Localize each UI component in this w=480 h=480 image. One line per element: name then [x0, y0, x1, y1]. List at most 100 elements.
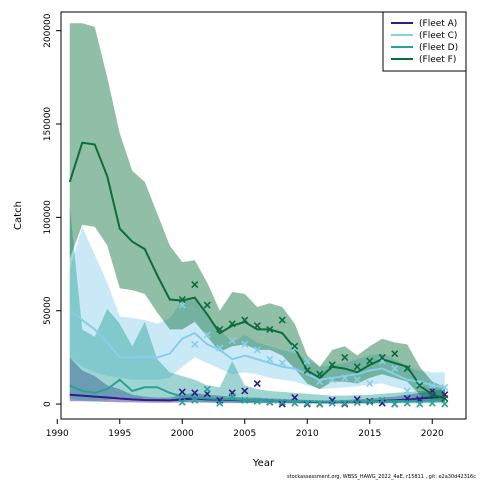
fleet-c-fit-line — [69, 309, 445, 389]
x-tick-label: 2020 — [421, 429, 444, 439]
fleet-f-observation — [291, 342, 299, 350]
fleet-c-observation — [441, 383, 449, 391]
y-tick-label: 100000 — [43, 200, 53, 235]
fleet-c-observation — [191, 340, 199, 348]
fleet-d-observation — [416, 400, 424, 408]
fleet-c-observation — [391, 365, 399, 373]
fleet-d-observation — [178, 398, 186, 406]
x-tick-label: 1990 — [46, 429, 69, 439]
fleet-c-observation — [216, 344, 224, 352]
fleet-f-observation — [266, 325, 274, 333]
legend-label-fleet-f: (Fleet F) — [419, 55, 456, 65]
fleet-a-observation — [278, 400, 286, 408]
fleet-c-observation — [203, 331, 211, 339]
fleet-a-observation — [216, 396, 224, 404]
fleet-f-observation — [241, 316, 249, 324]
fleet-d-observation — [266, 398, 274, 406]
fleet-a-observation — [178, 388, 186, 396]
fleet-d-observation — [316, 400, 324, 408]
x-tick-label: 2015 — [358, 429, 381, 439]
fleet-d-observation — [228, 393, 236, 401]
fleet-d-observation — [341, 399, 349, 407]
fleet-f-observation — [366, 357, 374, 365]
fleet-d-observation — [391, 400, 399, 408]
fleet-f-observation — [316, 370, 324, 378]
footer-note: stockassessment.org, WBSS_HAWG_2022_4aE,… — [287, 474, 476, 480]
fleet-d-observation — [303, 399, 311, 407]
fleet-d-observation — [441, 400, 449, 408]
legend: (Fleet A) (Fleet C) (Fleet D) (Fleet F) — [382, 11, 467, 72]
fleet-f-observation — [353, 363, 361, 371]
fleet-c-observation — [291, 344, 299, 352]
legend-label-fleet-a: (Fleet A) — [419, 19, 457, 29]
fleet-f-observation — [441, 394, 449, 403]
fleet-d-observation — [428, 399, 436, 407]
fleet-c-observation — [228, 337, 236, 345]
fleet-f-observation — [428, 391, 436, 399]
y-tick-label: 200000 — [43, 13, 53, 48]
x-tick-label: 2000 — [171, 429, 194, 439]
fleet-c-observation — [178, 301, 186, 309]
fleet-f-observation — [228, 320, 236, 328]
fleet-f-observation — [191, 281, 199, 289]
fleet-f-observation — [203, 301, 211, 309]
fleet-c-observation — [241, 340, 249, 348]
fleet-a-observation — [291, 393, 299, 402]
fleet-a-observation — [328, 396, 336, 404]
fleet-c-observation — [341, 374, 349, 382]
fleet-d-observation — [403, 399, 411, 407]
x-tick-label: 2005 — [233, 429, 256, 439]
fleet-d-observation — [353, 399, 361, 407]
fleet-d-band — [69, 206, 445, 404]
fleet-f-observation — [278, 316, 286, 324]
legend-box — [382, 11, 467, 72]
fleet-f-observation — [328, 361, 336, 369]
fleet-c-band — [69, 226, 445, 395]
fleet-f-observation — [341, 353, 349, 361]
legend-label-fleet-c: (Fleet C) — [419, 31, 457, 41]
x-tick-label: 2010 — [296, 429, 319, 439]
fleet-f-observation — [178, 295, 186, 304]
fleet-f-band — [69, 23, 445, 403]
legend-label-fleet-d: (Fleet D) — [419, 43, 458, 53]
fleet-f-observation — [253, 322, 261, 330]
fleet-d-observation — [191, 396, 199, 404]
fleet-c-observation — [328, 376, 336, 384]
fleet-d-observation — [278, 398, 286, 406]
fleet-c-observation — [366, 379, 374, 388]
fleet-c-observation — [316, 378, 324, 386]
fleet-c-observation — [353, 376, 361, 384]
fleet-d-observation — [241, 396, 249, 404]
fleet-f-observation — [391, 350, 399, 358]
y-tick-label: 50000 — [43, 296, 53, 325]
fleet-d-observation — [328, 399, 336, 407]
x-axis-title: Year — [252, 458, 275, 469]
fleet-d-observation — [253, 397, 261, 405]
fleet-c-observation — [253, 346, 261, 354]
fleet-f-observation — [303, 366, 311, 375]
fleet-d-observation — [366, 398, 374, 406]
fleet-c-observation — [428, 381, 436, 389]
y-axis: 0 50000 100000 150000 200000 — [43, 13, 61, 407]
fleet-d-observation — [378, 396, 386, 404]
observation-points — [178, 281, 449, 408]
fleet-c-observation — [403, 387, 411, 395]
y-axis-title: Catch — [13, 201, 24, 230]
fleet-a-observation — [191, 389, 199, 397]
fleet-d-observation — [203, 385, 211, 393]
x-axis: 1990 1995 2000 2005 2010 2015 2020 — [46, 419, 444, 439]
fleet-f-fit-line — [68, 141, 446, 400]
fleet-a-observation — [253, 379, 261, 388]
y-tick-label: 150000 — [43, 107, 53, 142]
y-tick-label: 0 — [43, 401, 53, 407]
fleet-d-observation — [216, 399, 224, 407]
fleet-c-observation — [266, 355, 274, 363]
fleet-f-observation — [403, 365, 411, 373]
fleet-d-observation — [291, 399, 299, 407]
fleet-f-observation — [216, 325, 224, 333]
fleet-a-observation — [378, 399, 386, 407]
x-tick-label: 1995 — [108, 429, 131, 439]
fleet-c-observation — [303, 357, 311, 365]
confidence-bands — [69, 23, 445, 404]
